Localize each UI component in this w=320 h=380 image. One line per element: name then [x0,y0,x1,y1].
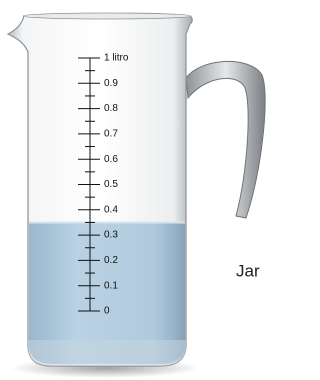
caption: Jar [236,261,260,280]
tick-label: 0.5 [104,179,118,190]
tick-label: 0.8 [104,103,118,114]
tick-label: 0.2 [104,255,118,266]
handle [186,61,265,218]
tick-label: 0.3 [104,230,118,241]
tick-label: 0.4 [104,204,118,215]
tick-label: 0.6 [104,154,118,165]
jar-illustration: 1 litro 0.9 0.8 0.7 0.6 0.5 0.4 0.3 0.2 0.1 0 Jar [0,0,270,380]
rim [23,13,191,19]
tick-label: 0.7 [104,129,118,140]
tick-label: 0 [104,306,110,317]
tick-label: 1 litro [104,53,129,64]
glass-base [28,340,186,366]
tick-label: 0.9 [104,78,118,89]
tick-label: 0.1 [104,280,118,291]
